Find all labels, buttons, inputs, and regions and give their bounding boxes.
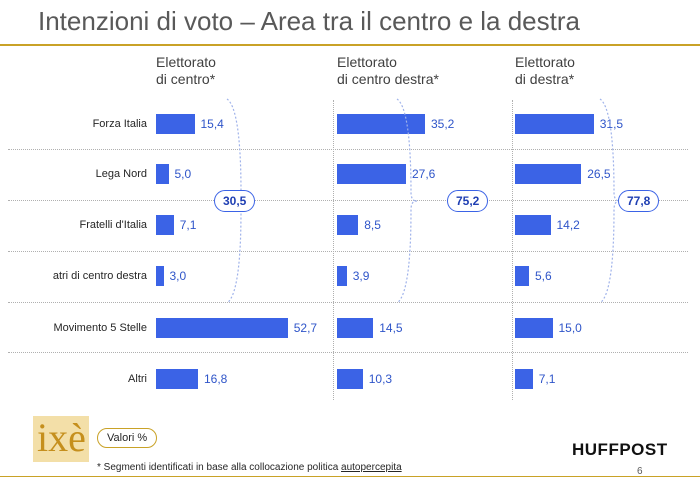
- subtotal-badge: 30,5: [214, 190, 256, 212]
- brace-path: [226, 98, 248, 304]
- category-label: Forza Italia: [92, 118, 147, 130]
- data-label: 5,6: [535, 269, 552, 283]
- row-separator: [8, 149, 688, 150]
- bar: [156, 215, 174, 235]
- panel-separator: [512, 100, 513, 400]
- bar: [337, 266, 347, 286]
- bar: [156, 369, 198, 389]
- bar: [156, 266, 164, 286]
- bottom-rule: [0, 476, 700, 477]
- category-label: Altri: [128, 373, 147, 385]
- title-rule: [0, 44, 700, 46]
- row-separator: [8, 352, 688, 353]
- data-label: 3,9: [352, 269, 370, 283]
- bar: [156, 318, 288, 338]
- bar: [337, 164, 406, 184]
- data-label: 15,0: [558, 321, 582, 335]
- row-separator: [8, 302, 688, 303]
- category-label: Lega Nord: [95, 168, 147, 180]
- data-label: 3,0: [169, 269, 187, 283]
- huffpost-logo: HUFFPOST: [572, 440, 668, 459]
- series-header: Elettorato di centro destra*: [337, 54, 439, 87]
- data-label: 15,4: [200, 117, 224, 131]
- brace-path: [599, 98, 621, 304]
- bar: [337, 369, 363, 389]
- bar: [337, 318, 374, 338]
- bar: [337, 215, 359, 235]
- series-header: Elettorato di destra*: [515, 54, 575, 87]
- category-label: atri di centro destra: [52, 270, 147, 282]
- data-label: 52,7: [293, 321, 318, 335]
- bar: [515, 318, 553, 338]
- data-label: 5,0: [174, 167, 192, 181]
- footnote: * Segmenti identificati in base alla col…: [97, 462, 402, 473]
- subtotal-badge: 75,2: [447, 190, 489, 212]
- subtotal-badge: 77,8: [618, 190, 660, 212]
- bar: [515, 215, 551, 235]
- data-label: 14,2: [556, 218, 580, 232]
- row-separator: [8, 251, 688, 252]
- bar: [515, 266, 529, 286]
- bar: [156, 164, 169, 184]
- page-title: Intenzioni di voto – Area tra il centro …: [38, 6, 580, 36]
- data-label: 7,1: [538, 372, 556, 386]
- bar: [515, 114, 594, 134]
- brace-path: [396, 98, 418, 304]
- bar: [515, 164, 582, 184]
- data-label: 10,3: [368, 372, 393, 386]
- data-label: 7,1: [179, 218, 197, 232]
- units-badge: Valori %: [97, 428, 158, 448]
- category-label: Movimento 5 Stelle: [53, 322, 147, 334]
- series-header: Elettorato di centro*: [156, 54, 216, 87]
- brace: [396, 98, 418, 304]
- panel-separator: [333, 100, 334, 400]
- data-label: 31,5: [599, 117, 624, 131]
- brace: [226, 98, 248, 304]
- data-label: 16,8: [204, 372, 228, 386]
- data-label: 14,5: [379, 321, 403, 335]
- ixe-logo: ixè: [33, 415, 89, 462]
- brace: [599, 98, 621, 304]
- bar: [156, 114, 195, 134]
- category-label: Fratelli d'Italia: [79, 219, 147, 231]
- data-label: 26,5: [587, 167, 611, 181]
- data-label: 27,6: [412, 167, 436, 181]
- data-label: 35,2: [431, 117, 455, 131]
- page-number: 6: [637, 466, 643, 477]
- bar: [515, 369, 533, 389]
- row-separator: [8, 200, 688, 201]
- bar: [337, 114, 425, 134]
- data-label: 8,5: [364, 218, 381, 232]
